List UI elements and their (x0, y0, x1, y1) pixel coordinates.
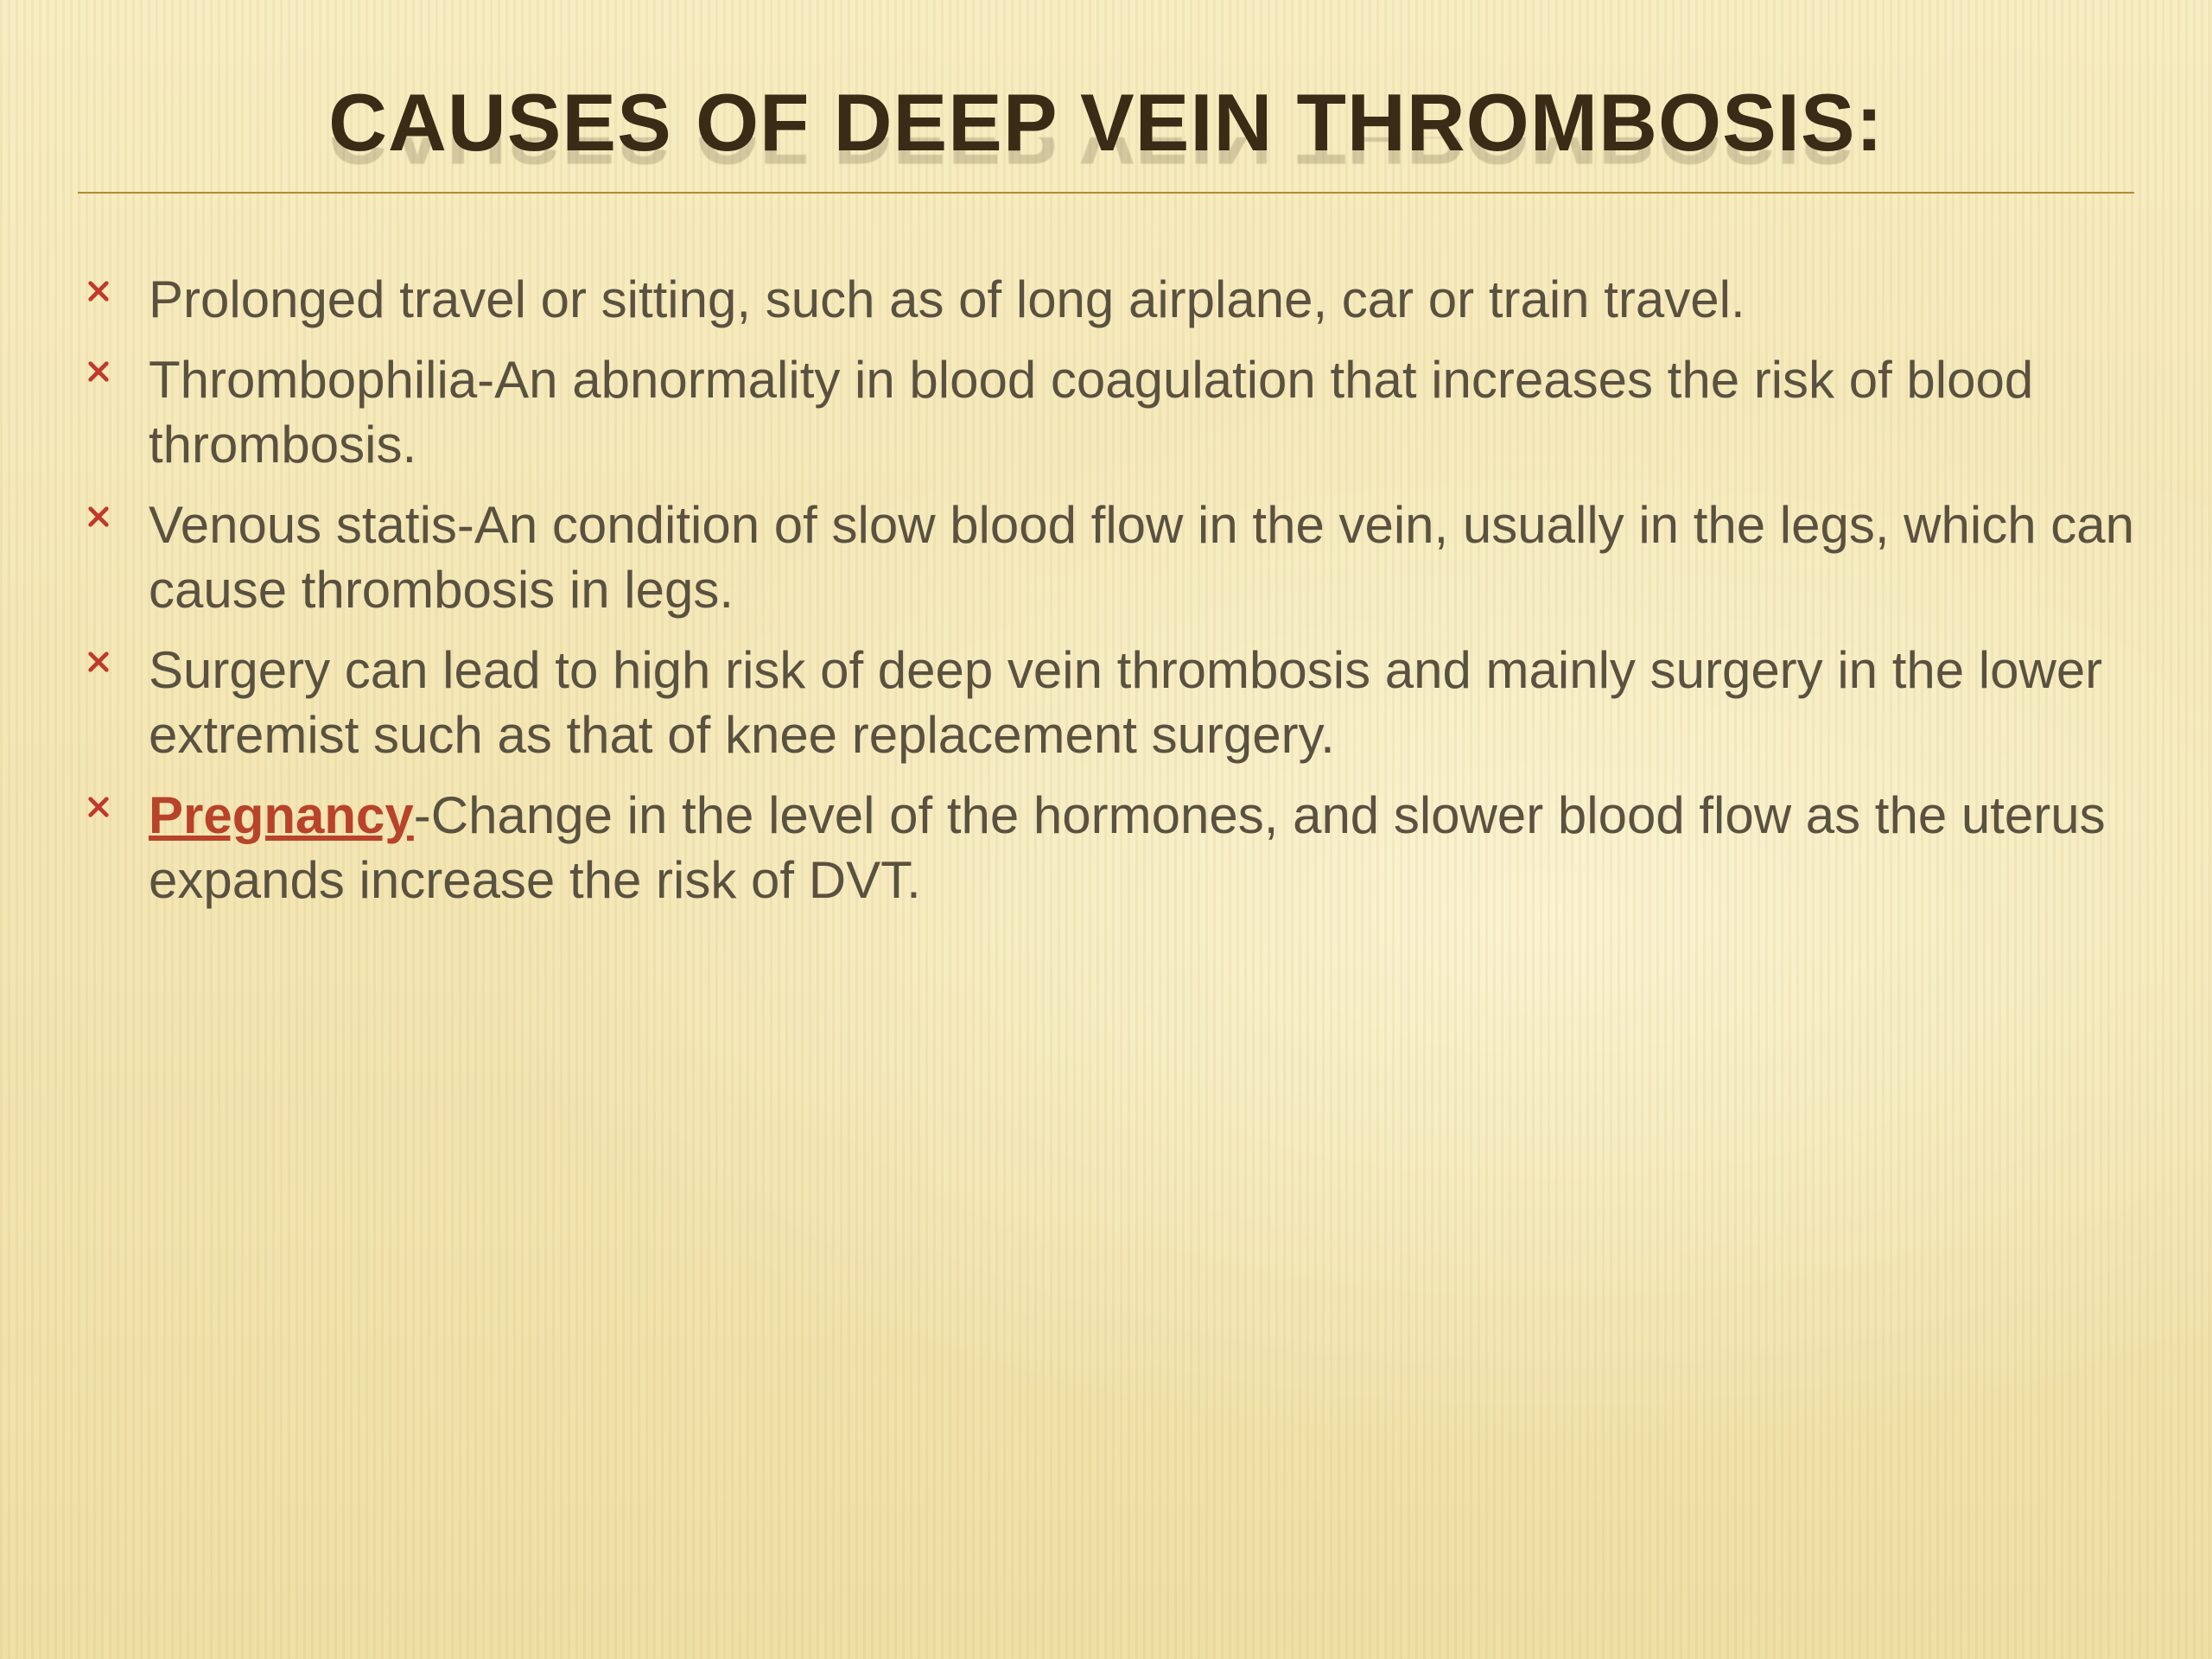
slide: CAUSES OF DEEP VEIN THROMBOSIS: CAUSES O… (0, 0, 2212, 1659)
list-item-text: Surgery can lead to high risk of deep ve… (149, 641, 2102, 764)
x-bullet-icon (86, 279, 111, 303)
x-bullet-icon (86, 795, 111, 819)
list-item-text: Venous statis-An condition of slow blood… (149, 496, 2134, 619)
list-item-text: Thrombophilia-An abnormality in blood co… (149, 351, 2033, 474)
list-item-text: Prolonged travel or sitting, such as of … (149, 270, 1745, 328)
list-item: Pregnancy-Change in the level of the hor… (86, 783, 2134, 912)
x-bullet-icon (86, 650, 111, 674)
inline-link[interactable]: Pregnancy (149, 786, 414, 844)
title-underline (78, 192, 2134, 194)
slide-title: CAUSES OF DEEP VEIN THROMBOSIS: (328, 78, 1884, 167)
list-item-text: Pregnancy-Change in the level of the hor… (149, 786, 2106, 909)
x-bullet-icon (86, 505, 111, 529)
title-block: CAUSES OF DEEP VEIN THROMBOSIS: CAUSES O… (78, 78, 2134, 207)
bullet-list: Prolonged travel or sitting, such as of … (78, 267, 2134, 912)
list-item: Venous statis-An condition of slow blood… (86, 493, 2134, 622)
list-item: Prolonged travel or sitting, such as of … (86, 267, 2134, 332)
list-item: Surgery can lead to high risk of deep ve… (86, 638, 2134, 767)
x-bullet-icon (86, 359, 111, 384)
list-item: Thrombophilia-An abnormality in blood co… (86, 347, 2134, 477)
